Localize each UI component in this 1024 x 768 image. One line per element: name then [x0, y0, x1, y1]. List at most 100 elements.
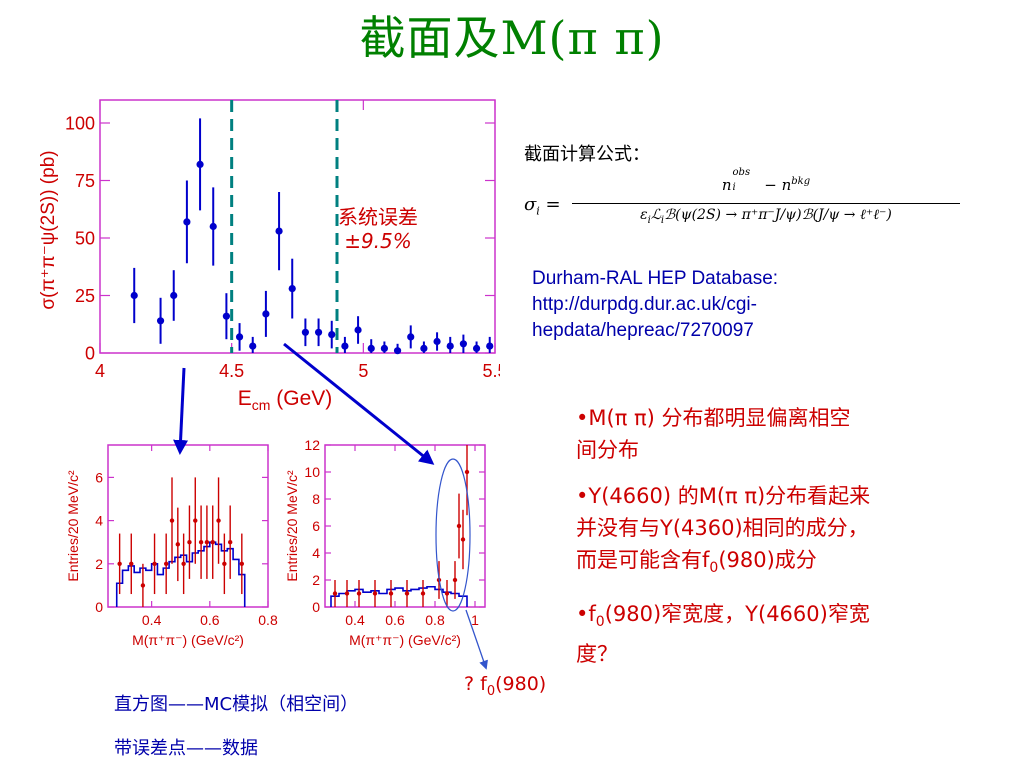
data-point — [288, 285, 296, 293]
data-point — [187, 540, 192, 545]
legend-histogram-note: 直方图——MC模拟（相空间） — [114, 694, 359, 715]
bullet-3: •f0(980)窄宽度，Y(4660)窄宽 度？ — [576, 602, 870, 667]
systematic-error-title: 系统误差 — [338, 205, 418, 229]
x-tick-label: 0.6 — [200, 612, 220, 628]
data-point — [130, 291, 138, 300]
cross-section-formula: σi = n obs i − nbkg εiℒiℬ(ψ(2S) → π⁺π⁻J/ψ)… — [524, 167, 964, 236]
f0-question-label: ? f0(980) — [464, 673, 546, 699]
data-point — [183, 218, 191, 226]
x-tick-label: 5 — [358, 361, 368, 381]
data-point — [472, 344, 481, 352]
y-tick-label: 10 — [304, 464, 320, 480]
y-tick-label: 0 — [95, 599, 103, 615]
data-point — [129, 561, 134, 566]
x-tick-label: 0.8 — [425, 612, 445, 628]
legend-points-note: 带误差点——数据 — [114, 738, 258, 759]
x-axis-label: Ecm (GeV) — [238, 387, 333, 413]
data-point — [301, 328, 309, 336]
y-axis-label: σ(π⁺π⁻ψ(2S)) (pb) — [38, 150, 59, 309]
y-axis-label: Entries/20 MeV/c² — [284, 470, 300, 582]
y-tick-label: 6 — [95, 469, 103, 485]
y-tick-label: 50 — [75, 228, 95, 248]
slide-title: 截面及M(π π) — [359, 11, 665, 65]
data-point — [372, 591, 378, 596]
data-point — [193, 518, 198, 523]
data-point — [388, 591, 394, 596]
data-point — [181, 561, 186, 566]
y-tick-label: 2 — [95, 556, 103, 572]
data-point — [420, 591, 426, 596]
mc-histogram — [115, 541, 246, 607]
data-point — [486, 342, 494, 350]
x-axis-label: M(π⁺π⁻) (GeV/c²) — [349, 632, 461, 648]
f0-subscript: 0 — [486, 683, 496, 699]
formula-lhs: σi = — [524, 194, 561, 218]
data-point — [446, 342, 454, 350]
data-point — [328, 331, 336, 339]
data-point — [314, 328, 323, 336]
y-tick-label: 12 — [304, 438, 320, 453]
data-point — [404, 591, 410, 596]
y-tick-label: 0 — [85, 343, 95, 363]
y-tick-label: 8 — [312, 491, 320, 507]
x-tick-label: 5.5 — [482, 361, 500, 381]
data-point — [235, 333, 244, 341]
x-tick-label: 0.6 — [385, 612, 405, 628]
data-point — [169, 518, 175, 523]
data-point — [163, 561, 169, 566]
data-point — [198, 540, 204, 545]
data-point — [354, 326, 362, 334]
data-point — [420, 344, 428, 352]
data-point — [460, 537, 466, 542]
x-tick-label: 0.4 — [142, 612, 162, 628]
bullet-2: •Y(4660) 的M(π π)分布看起来 并没有与Y(4360)相同的成分， … — [576, 484, 871, 577]
x-tick-label: 0.4 — [345, 612, 365, 628]
data-point — [407, 333, 415, 341]
data-point — [444, 591, 450, 596]
data-point — [332, 591, 338, 596]
data-point — [367, 344, 375, 352]
x-tick-label: 4.5 — [219, 361, 244, 381]
f0-question-text: ? f — [464, 673, 487, 695]
data-point — [459, 340, 467, 348]
data-point — [140, 583, 146, 588]
data-point — [222, 312, 230, 320]
data-point — [239, 561, 245, 566]
systematic-error-value: ±9.5% — [344, 229, 412, 253]
data-point — [464, 469, 470, 475]
data-point — [196, 160, 204, 168]
database-url-line2[interactable]: hepdata/hepreac/7270097 — [532, 320, 754, 341]
x-axis-label: M(π⁺π⁻) (GeV/c²) — [132, 632, 244, 648]
data-point — [152, 561, 157, 566]
formula-fraction-bar — [572, 203, 960, 204]
y-tick-label: 100 — [65, 113, 95, 133]
database-url-line1[interactable]: http://durpdg.dur.ac.uk/cgi- — [532, 294, 757, 315]
data-point — [175, 542, 181, 547]
f0-mass: (980) — [495, 673, 547, 695]
formula-numerator: n obs i − nbkg — [721, 167, 811, 194]
data-point — [456, 523, 462, 529]
y-axis-label: Entries/20 MeV/c² — [65, 470, 81, 582]
y-tick-label: 2 — [312, 572, 320, 588]
data-point — [433, 337, 441, 346]
y-tick-label: 0 — [312, 599, 320, 615]
data-point — [204, 540, 210, 545]
data-point — [216, 518, 221, 523]
data-point — [393, 347, 402, 355]
x-tick-label: 0.8 — [258, 612, 278, 628]
formula-denominator: εiℒiℬ(ψ(2S) → π⁺π⁻J/ψ)ℬ(J/ψ → ℓ⁺ℓ⁻) — [640, 207, 892, 226]
data-point — [452, 577, 458, 583]
f0-highlight-ellipse — [435, 458, 471, 612]
x-tick-label: 4 — [95, 361, 105, 381]
data-point — [275, 227, 283, 235]
data-point — [210, 540, 215, 545]
bullet-1: •M(π π) 分布都明显偏离相空 间分布 — [576, 406, 851, 462]
data-point — [341, 342, 349, 350]
data-point — [209, 222, 217, 231]
bullet-list: •M(π π) 分布都明显偏离相空 间分布 •Y(4660) 的M(π π)分布… — [576, 402, 996, 670]
data-point — [222, 561, 227, 566]
cross-section-chart: 4 4.5 5 5.5 0 25 50 75 100 σ(π⁺π⁻ψ(2S)) (pb) Ecm… — [38, 99, 500, 413]
data-point — [356, 591, 362, 596]
data-point — [380, 344, 388, 352]
